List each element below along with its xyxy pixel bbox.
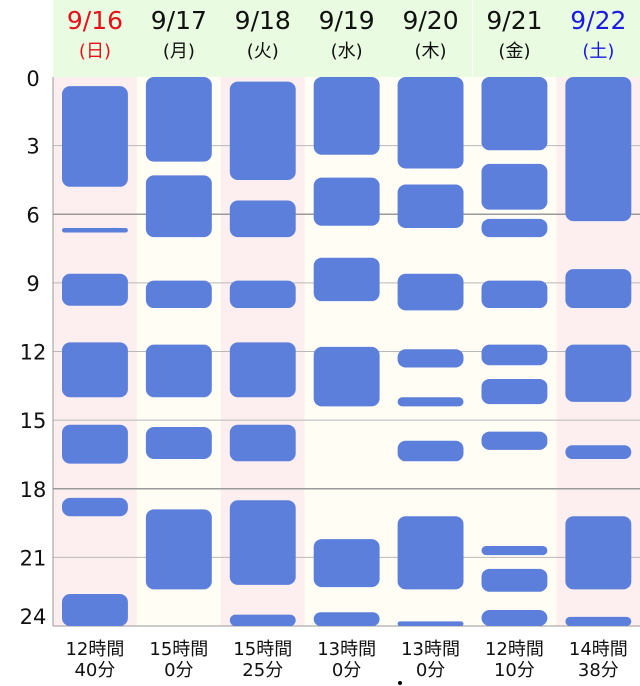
- sleep-block[interactable]: [481, 378, 548, 405]
- sleep-block[interactable]: [62, 86, 128, 187]
- day-total-hours: 12時間: [485, 639, 544, 660]
- sleep-block[interactable]: [397, 397, 464, 407]
- day-header-5: 9/21 (金): [472, 0, 557, 77]
- sleep-block[interactable]: [481, 77, 548, 151]
- sleep-block[interactable]: [229, 342, 296, 398]
- day-total-minutes: 0分: [416, 660, 445, 681]
- day-total-hours: 15時間: [149, 639, 208, 660]
- sleep-block[interactable]: [62, 593, 128, 626]
- day-date-label: 9/17: [150, 6, 207, 35]
- day-date-label: 9/20: [402, 6, 459, 35]
- day-weekday-label: (火): [246, 41, 279, 62]
- y-tick-label: 21: [20, 546, 47, 570]
- sleep-block[interactable]: [565, 616, 632, 626]
- day-date-label: 9/21: [486, 6, 543, 35]
- day-weekday-label: (水): [330, 41, 363, 62]
- sleep-block[interactable]: [145, 426, 212, 460]
- sleep-block[interactable]: [481, 609, 548, 626]
- sleep-block[interactable]: [481, 218, 548, 238]
- y-tick-label: 3: [26, 135, 39, 159]
- sleep-block[interactable]: [481, 431, 548, 450]
- y-tick-label: 15: [20, 409, 47, 433]
- y-tick-label: 24: [20, 605, 47, 629]
- sleep-block[interactable]: [397, 516, 464, 590]
- sleep-block[interactable]: [62, 497, 128, 517]
- day-header-3: 9/19 (水): [304, 0, 389, 77]
- day-date-label: 9/18: [234, 6, 291, 35]
- sleep-block[interactable]: [62, 273, 128, 306]
- sleep-block[interactable]: [229, 280, 296, 309]
- day-header-2: 9/18 (火): [220, 0, 305, 77]
- sleep-block[interactable]: [145, 175, 212, 238]
- sleep-block[interactable]: [145, 509, 212, 590]
- day-total-hours: 15時間: [233, 639, 292, 660]
- sleep-block[interactable]: [229, 614, 296, 626]
- day-date-label: 9/22: [570, 6, 627, 35]
- sleep-block[interactable]: [481, 545, 548, 556]
- y-tick-label: 12: [20, 341, 47, 365]
- sleep-block[interactable]: [397, 77, 464, 169]
- sleep-block[interactable]: [565, 77, 632, 222]
- y-tick-label: 0: [26, 67, 39, 91]
- day-header-4: 9/20 (木): [388, 0, 473, 77]
- sleep-block[interactable]: [313, 539, 380, 588]
- day-total-hours: 13時間: [401, 639, 460, 660]
- day-weekday-label: (日): [78, 41, 111, 62]
- sleep-block[interactable]: [62, 424, 128, 464]
- y-tick-label: 9: [26, 272, 39, 296]
- sleep-block[interactable]: [397, 621, 464, 626]
- sleep-block[interactable]: [565, 269, 632, 309]
- day-total-minutes: 0分: [332, 660, 361, 681]
- sleep-block[interactable]: [62, 342, 128, 398]
- day-weekday-label: (木): [414, 41, 447, 62]
- day-weekday-label: (土): [582, 41, 615, 62]
- sleep-block[interactable]: [565, 516, 632, 590]
- day-header-6: 9/22 (土): [556, 0, 640, 77]
- day-total-hours: 13時間: [317, 639, 376, 660]
- sleep-block[interactable]: [313, 612, 380, 626]
- day-total-minutes: 38分: [578, 660, 619, 681]
- sleep-block[interactable]: [229, 200, 296, 238]
- day-total-minutes: 25分: [242, 660, 283, 681]
- day-total-minutes: 10分: [494, 660, 535, 681]
- sleep-block[interactable]: [397, 349, 464, 368]
- sleep-block[interactable]: [313, 346, 380, 407]
- sleep-block[interactable]: [481, 280, 548, 309]
- day-date-label: 9/19: [318, 6, 375, 35]
- day-total-minutes: 0分: [164, 660, 193, 681]
- day-total-hours: 14時間: [569, 639, 628, 660]
- sleep-block[interactable]: [229, 424, 296, 462]
- day-weekday-label: (月): [162, 41, 195, 62]
- sleep-block[interactable]: [313, 77, 380, 155]
- sleep-block[interactable]: [145, 77, 212, 162]
- sleep-block[interactable]: [481, 568, 548, 592]
- sleep-block[interactable]: [229, 500, 296, 585]
- y-tick-label: 6: [26, 203, 39, 227]
- sleep-block[interactable]: [481, 163, 548, 210]
- day-weekday-label: (金): [498, 41, 531, 62]
- day-header-0: 9/16 (日): [53, 0, 137, 77]
- day-total-minutes: 40分: [74, 660, 115, 681]
- sleep-block[interactable]: [397, 184, 464, 228]
- scroll-indicator-dot: [398, 681, 402, 685]
- sleep-block[interactable]: [313, 177, 380, 226]
- day-date-label: 9/16: [66, 6, 124, 35]
- date-header: 9/16 (日) 9/17 (月) 9/18 (火) 9/19 (水) 9/20 (木) 9/21 (…: [0, 0, 640, 77]
- sleep-block[interactable]: [62, 227, 128, 233]
- day-header-1: 9/17 (月): [136, 0, 221, 77]
- sleep-block[interactable]: [481, 344, 548, 366]
- sleep-block[interactable]: [313, 257, 380, 302]
- day-total-hours: 12時間: [65, 639, 124, 660]
- sleep-block[interactable]: [397, 440, 464, 462]
- sleep-block[interactable]: [145, 280, 212, 309]
- sleep-block[interactable]: [229, 81, 296, 180]
- sleep-block[interactable]: [397, 273, 464, 311]
- sleep-block[interactable]: [565, 445, 632, 460]
- sleep-block[interactable]: [565, 344, 632, 402]
- sleep-block[interactable]: [145, 344, 212, 398]
- y-tick-label: 18: [20, 478, 47, 502]
